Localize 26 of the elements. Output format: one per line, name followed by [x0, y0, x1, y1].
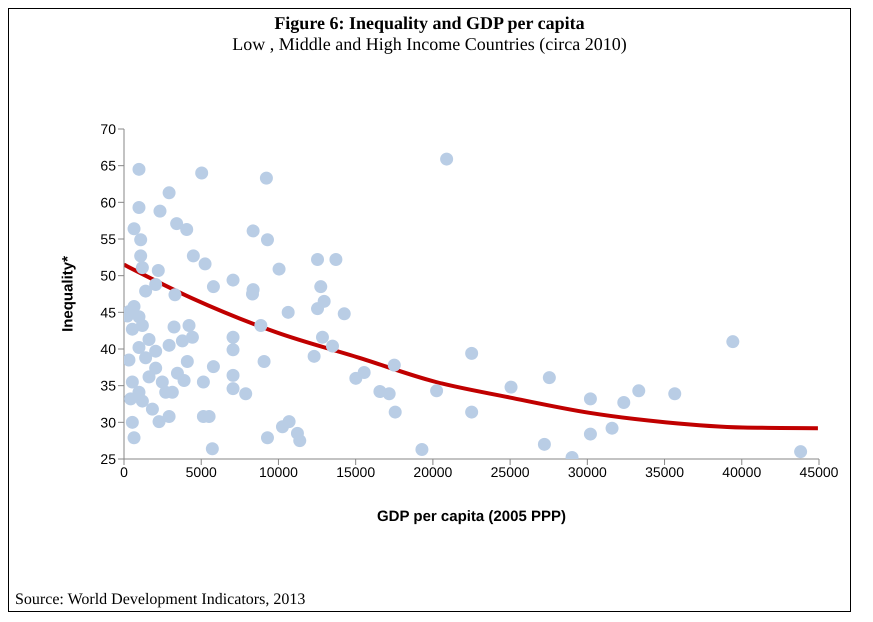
y-tick-label: 45	[100, 304, 116, 320]
x-tick-label: 35000	[645, 464, 684, 480]
x-tick-label: 40000	[722, 464, 762, 480]
y-tick-label: 55	[100, 230, 116, 247]
y-axis-title: Inequality*	[59, 256, 76, 332]
y-tick-label: 60	[100, 194, 116, 210]
x-axis-title: GDP per capita (2005 PPP)	[377, 508, 566, 525]
x-tick-label: 20000	[413, 464, 453, 480]
line-series	[124, 262, 819, 430]
y-tick-label: 65	[100, 158, 116, 174]
x-tick-label: 45000	[800, 464, 839, 480]
y-tick-label: 70	[100, 120, 116, 137]
x-tick-label: 0	[120, 464, 128, 480]
chart-subtitle: Low , Middle and High Income Countries (circa 2010)	[231, 34, 628, 55]
y-tick-label: 50	[100, 268, 116, 284]
y-tick-label: 35	[100, 378, 116, 394]
x-tick-label: 15000	[336, 464, 376, 480]
chart-title: Figure 6: Inequality and GDP per capita	[273, 13, 586, 34]
y-tick-label: 40	[100, 340, 116, 357]
y-tick-label: 25	[100, 450, 116, 467]
x-tick-label: 30000	[568, 464, 608, 480]
source-note: Source: World Development Indicators, 2013	[15, 591, 306, 609]
x-tick-label: 5000	[186, 464, 218, 480]
x-tick-label: 10000	[258, 464, 298, 480]
y-tick-label: 30	[100, 414, 116, 430]
x-tick-label: 25000	[490, 464, 530, 480]
